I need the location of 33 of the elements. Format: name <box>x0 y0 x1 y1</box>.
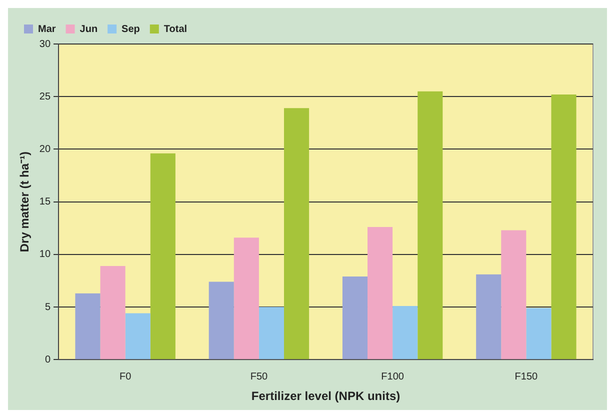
y-tick-label: 20 <box>39 144 51 155</box>
bar <box>551 94 576 360</box>
y-tick-label: 5 <box>44 302 51 313</box>
bar <box>342 276 368 360</box>
y-tick-label: 0 <box>44 354 51 366</box>
bar <box>234 238 259 360</box>
bar <box>100 266 126 360</box>
bar <box>258 307 284 360</box>
bar <box>125 313 150 360</box>
bar <box>526 308 552 360</box>
y-tick-label: 25 <box>39 91 51 102</box>
y-tick-label: 15 <box>39 196 51 208</box>
bar <box>418 91 443 360</box>
legend-label: Total <box>164 24 188 35</box>
y-axis-title: Dry matter (t ha⁻¹) <box>18 151 32 252</box>
x-tick-label: F0 <box>119 371 132 382</box>
bar <box>392 306 418 360</box>
bar <box>284 108 310 360</box>
x-axis-title: Fertilizer level (NPK units) <box>251 389 400 404</box>
x-tick-label: F50 <box>250 371 268 382</box>
x-tick-label: F100 <box>381 371 404 382</box>
bar <box>75 293 100 360</box>
bar <box>368 227 393 360</box>
bar <box>501 230 526 360</box>
bar <box>150 153 176 360</box>
legend-label: Jun <box>80 24 98 35</box>
bar <box>208 282 234 360</box>
y-tick-label: 30 <box>39 38 51 50</box>
x-tick-label: F150 <box>514 371 538 382</box>
legend-label: Sep <box>122 24 140 35</box>
y-tick-label: 10 <box>39 249 51 260</box>
bar <box>476 274 502 360</box>
legend-label: Mar <box>38 24 56 35</box>
